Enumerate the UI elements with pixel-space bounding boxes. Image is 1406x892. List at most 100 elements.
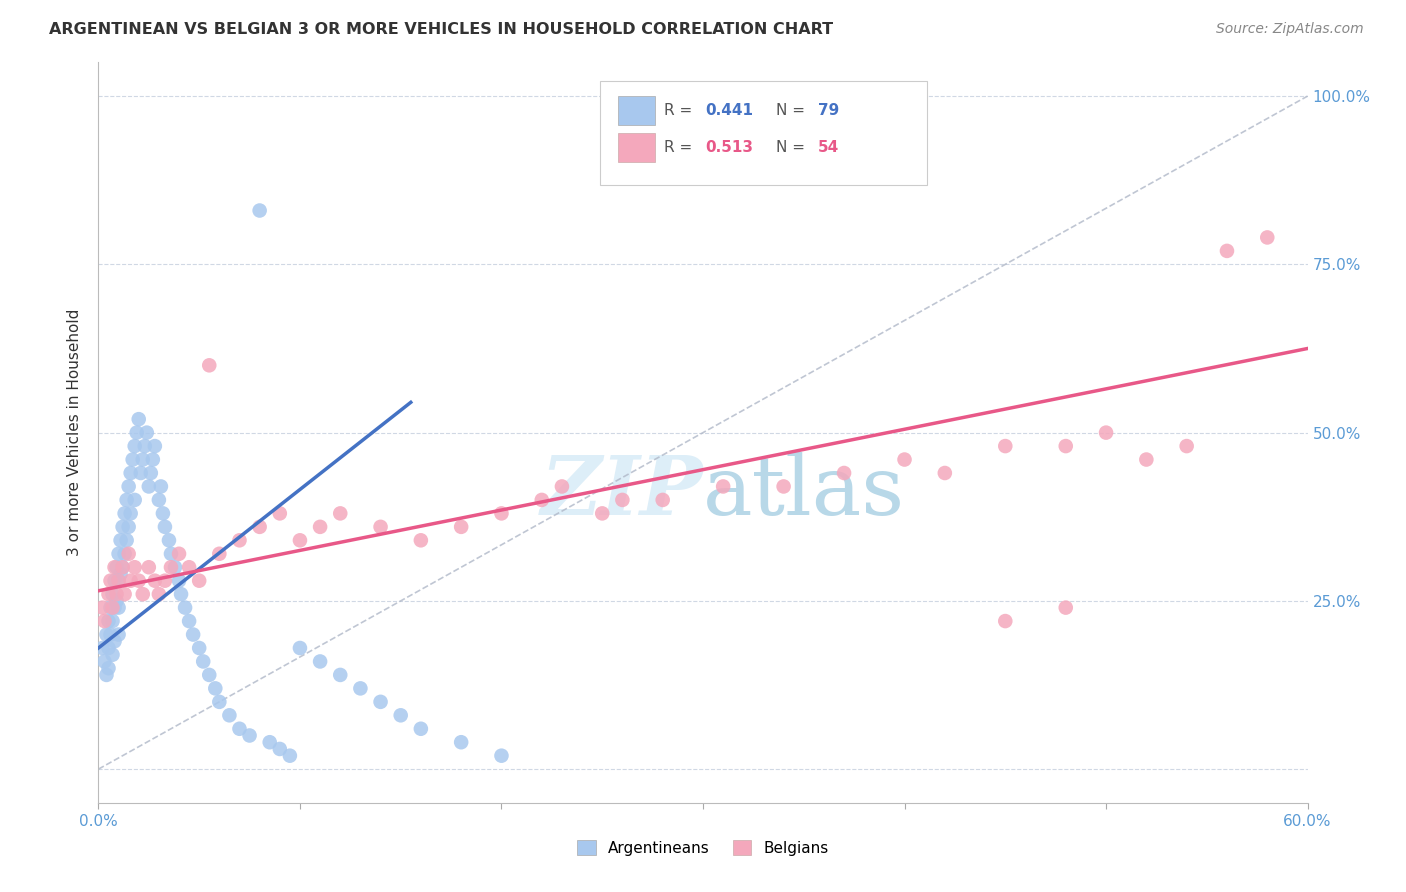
Point <box>138 479 160 493</box>
Point <box>114 547 136 561</box>
Point <box>370 695 392 709</box>
Point <box>100 600 122 615</box>
Point <box>174 600 197 615</box>
Text: 0.441: 0.441 <box>706 103 754 118</box>
Point <box>105 560 128 574</box>
Point <box>288 640 311 655</box>
Text: ARGENTINEAN VS BELGIAN 3 OR MORE VEHICLES IN HOUSEHOLD CORRELATION CHART: ARGENTINEAN VS BELGIAN 3 OR MORE VEHICLE… <box>49 22 834 37</box>
Point <box>491 507 513 521</box>
Point <box>163 560 186 574</box>
Point <box>269 507 291 521</box>
Point <box>1216 244 1239 258</box>
Point <box>167 547 190 561</box>
Point <box>179 560 201 574</box>
Point <box>450 520 472 534</box>
Point <box>198 359 221 373</box>
Point <box>103 634 125 648</box>
Point <box>491 748 513 763</box>
Point <box>105 594 128 608</box>
Point <box>198 668 221 682</box>
Point <box>101 587 124 601</box>
FancyBboxPatch shape <box>600 81 927 185</box>
Point <box>188 640 211 655</box>
Text: R =: R = <box>664 140 697 155</box>
Point <box>121 452 143 467</box>
Point <box>152 507 174 521</box>
Point <box>249 203 271 218</box>
Point <box>124 492 146 507</box>
Point <box>259 735 281 749</box>
Text: Source: ZipAtlas.com: Source: ZipAtlas.com <box>1216 22 1364 37</box>
Point <box>97 587 120 601</box>
Point <box>228 533 250 548</box>
Point <box>101 614 124 628</box>
Point <box>208 547 231 561</box>
Point <box>105 587 128 601</box>
Point <box>1256 230 1278 244</box>
Point <box>100 574 122 588</box>
Point <box>1175 439 1198 453</box>
Point <box>115 533 138 548</box>
Point <box>107 574 129 588</box>
Point <box>208 695 231 709</box>
Point <box>124 439 146 453</box>
Point <box>1095 425 1118 440</box>
Point <box>181 627 204 641</box>
Point <box>1135 452 1157 467</box>
Point <box>1054 439 1077 453</box>
Point <box>128 574 150 588</box>
Point <box>309 520 332 534</box>
Point <box>91 640 114 655</box>
Point <box>142 452 165 467</box>
Point <box>893 452 915 467</box>
Point <box>612 492 634 507</box>
Point <box>96 668 118 682</box>
Point <box>143 574 166 588</box>
Point <box>179 614 201 628</box>
Point <box>110 533 132 548</box>
Text: R =: R = <box>664 103 697 118</box>
Bar <box>619 95 655 126</box>
Point <box>124 560 146 574</box>
Point <box>93 655 115 669</box>
Point <box>204 681 226 696</box>
Point <box>160 547 183 561</box>
Point <box>97 640 120 655</box>
Point <box>101 648 124 662</box>
Point <box>1054 600 1077 615</box>
Point <box>107 627 129 641</box>
Point <box>994 439 1017 453</box>
Point <box>278 748 301 763</box>
Point <box>149 479 172 493</box>
Text: atlas: atlas <box>703 452 905 532</box>
Point <box>120 507 142 521</box>
Point <box>329 668 352 682</box>
Point <box>349 681 371 696</box>
Point <box>97 661 120 675</box>
Point <box>138 560 160 574</box>
Point <box>711 479 734 493</box>
Point <box>143 439 166 453</box>
Text: ZIP: ZIP <box>540 452 703 532</box>
Point <box>103 600 125 615</box>
Point <box>157 533 180 548</box>
Point <box>118 547 141 561</box>
Point <box>103 574 125 588</box>
Point <box>114 587 136 601</box>
Point <box>329 507 352 521</box>
Point <box>309 655 332 669</box>
Point <box>148 587 170 601</box>
Point <box>134 439 156 453</box>
Point <box>111 520 134 534</box>
Point <box>120 574 142 588</box>
Point <box>129 466 152 480</box>
Point <box>188 574 211 588</box>
Text: 54: 54 <box>818 140 839 155</box>
Bar <box>619 133 655 162</box>
Point <box>100 627 122 641</box>
Point <box>249 520 271 534</box>
Point <box>288 533 311 548</box>
Point <box>107 547 129 561</box>
Point <box>93 614 115 628</box>
Point <box>832 466 855 480</box>
